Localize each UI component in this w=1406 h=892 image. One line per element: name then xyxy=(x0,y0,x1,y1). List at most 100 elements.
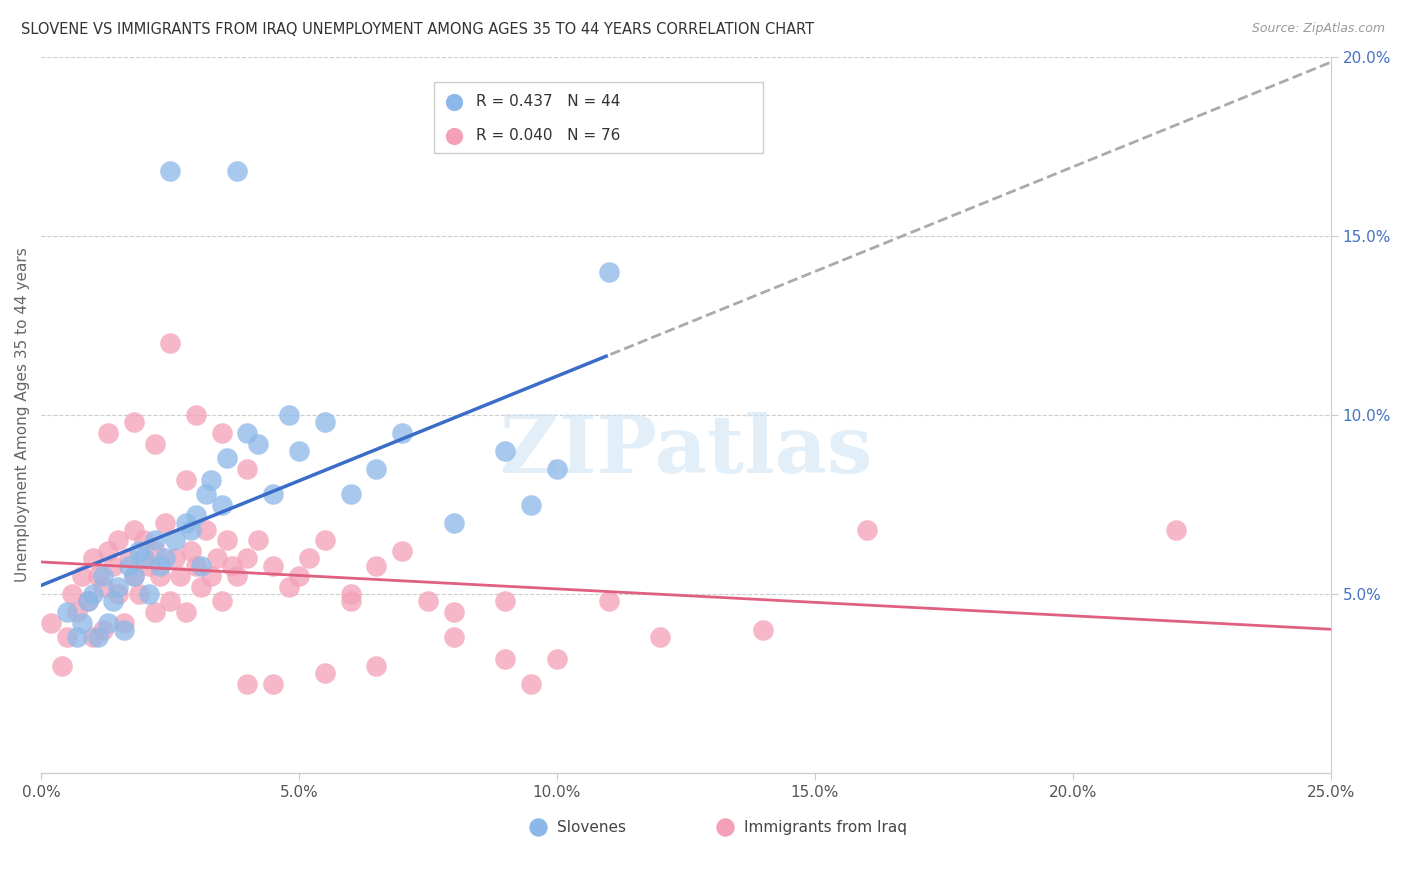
FancyBboxPatch shape xyxy=(434,82,763,153)
Point xyxy=(339,487,361,501)
Point xyxy=(87,569,110,583)
Point xyxy=(598,265,620,279)
Point xyxy=(314,533,336,548)
Point xyxy=(391,544,413,558)
Point xyxy=(1164,523,1187,537)
Point xyxy=(165,533,187,548)
Point xyxy=(112,623,135,637)
Point xyxy=(97,615,120,630)
Point xyxy=(107,587,129,601)
Point xyxy=(122,523,145,537)
Point xyxy=(56,605,79,619)
Point xyxy=(262,558,284,573)
Point xyxy=(855,523,877,537)
Point xyxy=(180,523,202,537)
Point xyxy=(226,164,249,178)
Point xyxy=(128,544,150,558)
Text: R = 0.040   N = 76: R = 0.040 N = 76 xyxy=(475,128,620,143)
Point xyxy=(138,558,160,573)
Y-axis label: Unemployment Among Ages 35 to 44 years: Unemployment Among Ages 35 to 44 years xyxy=(15,248,30,582)
Point xyxy=(66,630,89,644)
Point xyxy=(494,594,516,608)
Point xyxy=(416,594,439,608)
Point xyxy=(153,516,176,530)
Point xyxy=(236,462,259,476)
Point xyxy=(66,605,89,619)
Point xyxy=(149,569,172,583)
Point xyxy=(82,630,104,644)
Point xyxy=(494,443,516,458)
Point xyxy=(215,450,238,465)
Point xyxy=(494,651,516,665)
Point xyxy=(546,462,568,476)
Point xyxy=(159,164,181,178)
Point xyxy=(288,443,311,458)
Point xyxy=(118,558,141,573)
Point xyxy=(174,605,197,619)
Point xyxy=(72,615,94,630)
Point xyxy=(195,523,218,537)
Point xyxy=(51,659,73,673)
Point xyxy=(211,594,233,608)
Point xyxy=(107,533,129,548)
Point xyxy=(366,462,388,476)
Point xyxy=(752,623,775,637)
Point xyxy=(184,408,207,422)
Point xyxy=(339,594,361,608)
Point xyxy=(169,569,191,583)
Point xyxy=(190,558,212,573)
Point xyxy=(159,336,181,351)
Point xyxy=(153,551,176,566)
Text: ZIPatlas: ZIPatlas xyxy=(501,412,872,490)
Point xyxy=(174,473,197,487)
Point xyxy=(82,587,104,601)
Point xyxy=(149,558,172,573)
Point xyxy=(262,677,284,691)
Text: R = 0.437   N = 44: R = 0.437 N = 44 xyxy=(475,95,620,110)
Point xyxy=(72,569,94,583)
Point xyxy=(650,630,672,644)
Point xyxy=(236,677,259,691)
Point xyxy=(134,551,156,566)
Point xyxy=(97,544,120,558)
Point xyxy=(262,487,284,501)
Point xyxy=(443,605,465,619)
Point xyxy=(190,580,212,594)
Point xyxy=(143,544,166,558)
Point xyxy=(339,587,361,601)
Point xyxy=(143,605,166,619)
Point xyxy=(184,558,207,573)
Point xyxy=(221,558,243,573)
Point xyxy=(122,415,145,429)
Point xyxy=(215,533,238,548)
Point xyxy=(200,569,222,583)
Point xyxy=(236,551,259,566)
Point xyxy=(200,473,222,487)
Point xyxy=(520,677,543,691)
Point xyxy=(366,558,388,573)
Point xyxy=(211,498,233,512)
Text: Source: ZipAtlas.com: Source: ZipAtlas.com xyxy=(1251,22,1385,36)
Point xyxy=(91,623,114,637)
Point xyxy=(128,587,150,601)
Point xyxy=(277,408,299,422)
Point xyxy=(118,551,141,566)
Point xyxy=(391,425,413,440)
Point xyxy=(134,533,156,548)
Point xyxy=(143,533,166,548)
Point xyxy=(246,533,269,548)
Text: Slovenes: Slovenes xyxy=(557,820,626,835)
Point xyxy=(288,569,311,583)
Point xyxy=(236,425,259,440)
Point xyxy=(107,580,129,594)
Point xyxy=(314,666,336,681)
Point xyxy=(184,508,207,523)
Point xyxy=(91,569,114,583)
Point xyxy=(226,569,249,583)
Point xyxy=(598,594,620,608)
Point xyxy=(122,569,145,583)
Point xyxy=(143,436,166,450)
Point xyxy=(314,415,336,429)
Point xyxy=(91,580,114,594)
Point xyxy=(138,587,160,601)
